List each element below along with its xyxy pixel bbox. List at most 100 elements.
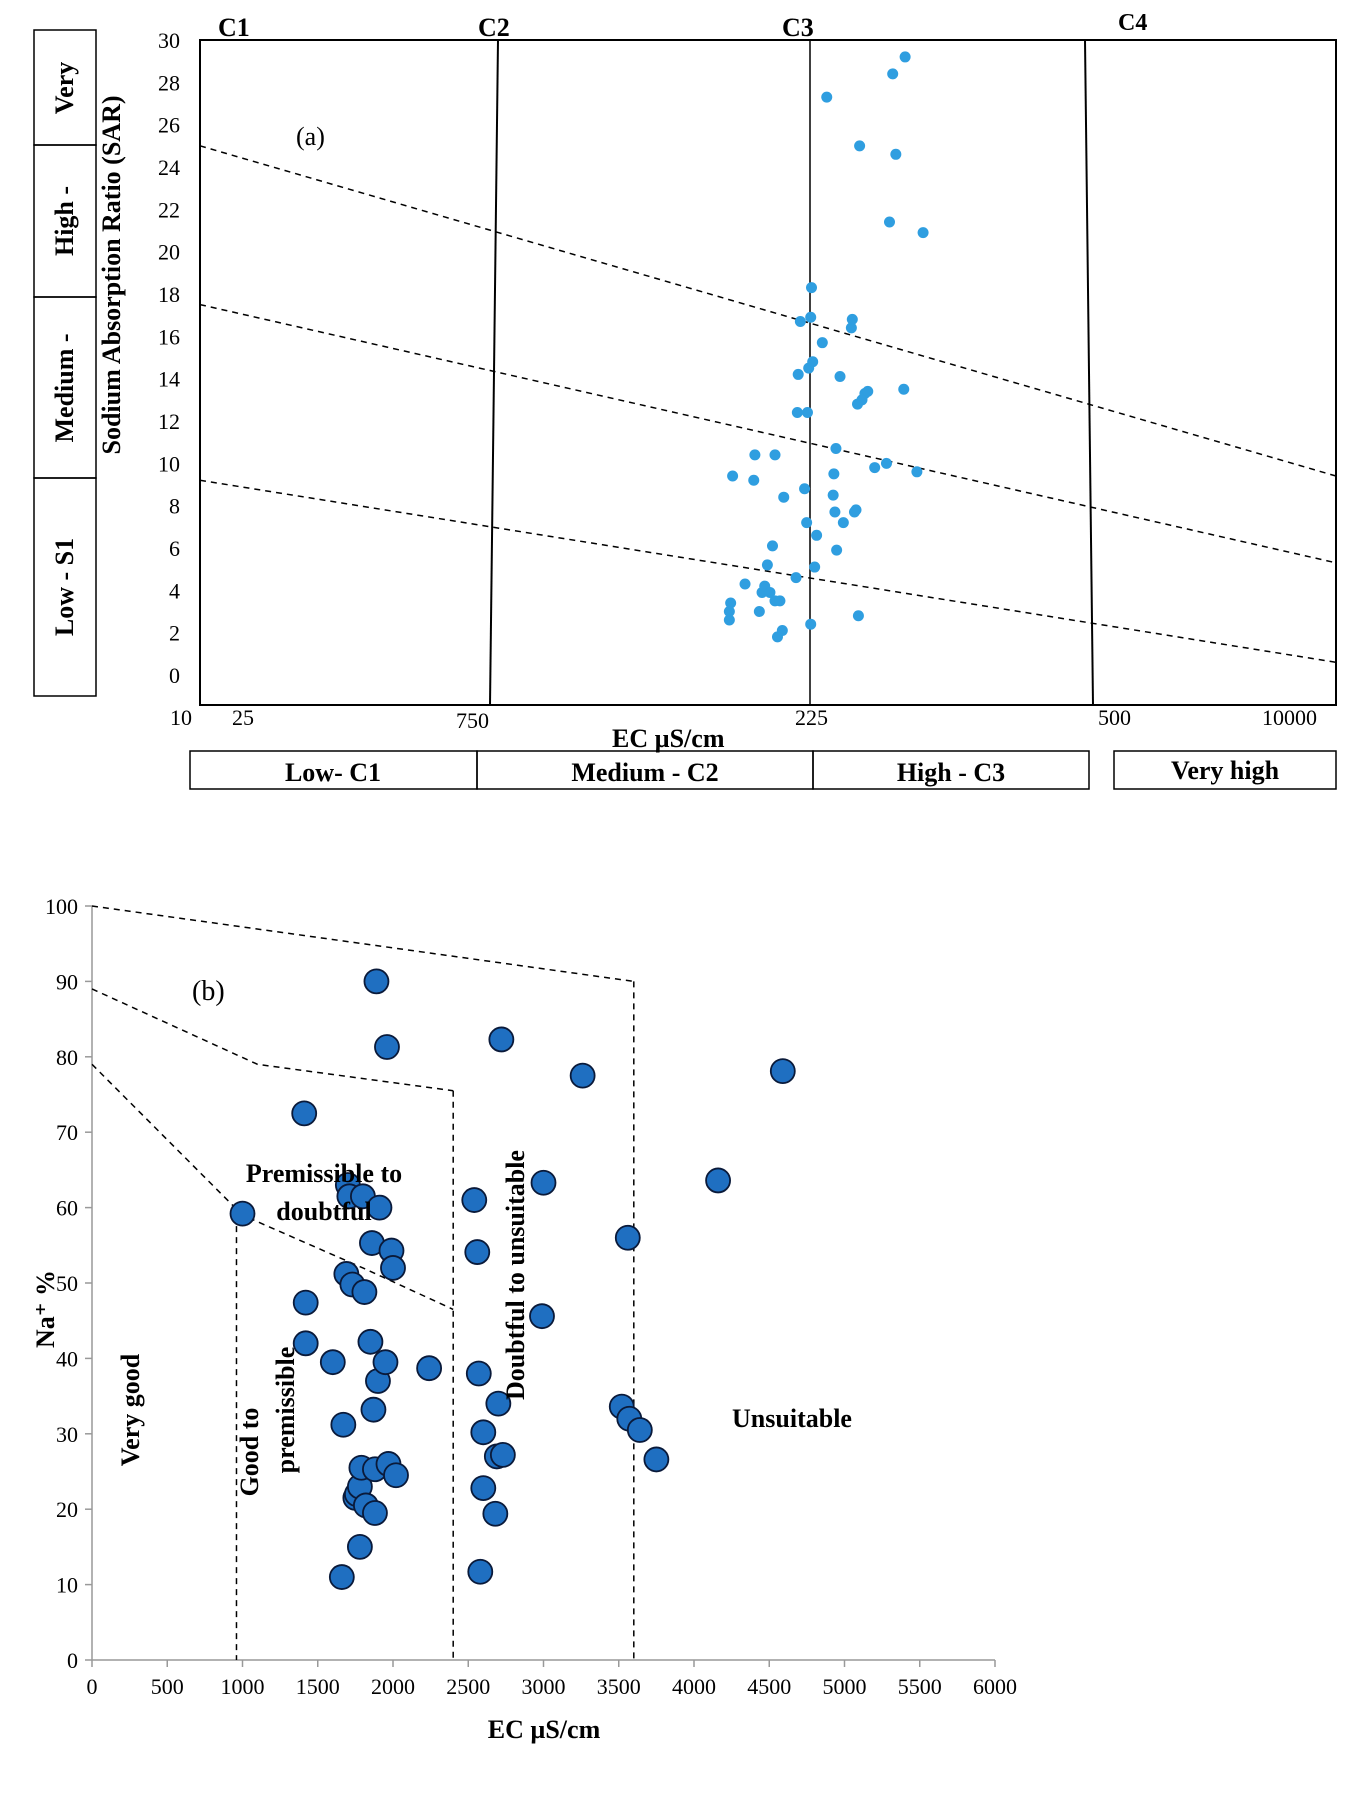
chart-b-point bbox=[485, 1390, 512, 1417]
chart-a-ytick: 14 bbox=[158, 367, 180, 392]
chart-b-ytick: 30 bbox=[56, 1422, 78, 1447]
chart-b-xtick: 4000 bbox=[672, 1674, 716, 1699]
chart-b-point bbox=[470, 1475, 497, 1501]
chart-b-xtick: 5500 bbox=[898, 1674, 942, 1699]
chart-a-point bbox=[749, 449, 761, 461]
chart-b-xtick: 4500 bbox=[747, 1674, 791, 1699]
chart-b-xtick: 2500 bbox=[446, 1674, 490, 1699]
chart-b-boundary-line bbox=[91, 905, 634, 983]
chart-a-salinity-class-medium: Medium - C2 bbox=[571, 758, 718, 787]
chart-b-region-permissible-to-doubtful-2: doubtful bbox=[276, 1197, 371, 1226]
chart-a-point bbox=[834, 371, 846, 383]
chart-a-point bbox=[821, 91, 833, 103]
chart-a-salinity-class-very-high: Very high bbox=[1171, 756, 1280, 785]
chart-b-ytick: 70 bbox=[56, 1120, 78, 1145]
chart-b-point bbox=[330, 1411, 357, 1438]
chart-b-point bbox=[374, 1034, 400, 1060]
chart-b-xtick: 6000 bbox=[973, 1674, 1017, 1699]
chart-b-ytick: 0 bbox=[67, 1648, 78, 1673]
chart-a-point bbox=[845, 322, 857, 334]
chart-b-xtick: 5000 bbox=[823, 1674, 867, 1699]
chart-a-xtick: 500 bbox=[1098, 705, 1131, 730]
chart-b-ytick: 20 bbox=[56, 1497, 78, 1522]
chart-b-point bbox=[461, 1187, 488, 1213]
chart-a-point bbox=[830, 443, 842, 455]
chart-b-point bbox=[705, 1167, 731, 1194]
chart-b-x-ticks: 0 500 1000 1500 2000 2500 3000 3500 4000 4500 5000… bbox=[87, 1660, 1017, 1699]
chart-b-point bbox=[464, 1239, 491, 1265]
chart-a-sodium-class-high: High - bbox=[50, 186, 79, 256]
chart-a-point bbox=[723, 614, 735, 626]
chart-a-point bbox=[799, 483, 811, 495]
chart-b-boundary-line bbox=[91, 1063, 454, 1311]
chart-b-ytick: 10 bbox=[56, 1573, 78, 1598]
chart-a-boundary-line bbox=[199, 303, 1337, 564]
chart-a-class-c3: C3 bbox=[782, 13, 814, 42]
chart-a-point bbox=[723, 606, 735, 617]
chart-b-ytick: 60 bbox=[56, 1196, 78, 1221]
chart-a-point bbox=[761, 559, 773, 571]
chart-a-point bbox=[794, 316, 806, 328]
chart-b-point bbox=[380, 1255, 406, 1281]
chart-b-point bbox=[291, 1100, 318, 1127]
chart-b-point bbox=[769, 1058, 796, 1085]
chart-b-ytick: 50 bbox=[56, 1271, 78, 1296]
chart-a-point bbox=[778, 491, 790, 503]
chart-a-point bbox=[887, 68, 899, 80]
chart-a-ytick: 4 bbox=[169, 578, 180, 603]
chart-b-y-ticks: 0 10 20 30 40 50 60 70 80 90 100 bbox=[45, 894, 92, 1673]
chart-b-x-axis-label: EC µS/cm bbox=[488, 1715, 601, 1744]
chart-b-point bbox=[346, 1534, 373, 1560]
chart-a-point bbox=[801, 517, 813, 529]
chart-a-point bbox=[792, 368, 804, 380]
chart-a-ytick: 28 bbox=[158, 70, 180, 95]
chart-a-point bbox=[837, 517, 849, 529]
chart-b-region-good-to-permissible-2: premissible bbox=[271, 1347, 300, 1474]
chart-a-sodium-class-very: Very bbox=[50, 62, 79, 114]
chart-a-point bbox=[805, 311, 817, 323]
chart-a-point bbox=[880, 457, 892, 469]
chart-a-point bbox=[911, 466, 923, 478]
chart-b-point bbox=[529, 1303, 555, 1330]
chart-b-ytick: 80 bbox=[56, 1045, 78, 1070]
chart-a-ytick: 8 bbox=[169, 494, 180, 519]
chart-a-point bbox=[807, 356, 819, 368]
chart-a-point bbox=[776, 625, 788, 637]
chart-b-point bbox=[292, 1330, 319, 1357]
chart-b-point bbox=[416, 1355, 443, 1382]
chart-a-point bbox=[883, 216, 895, 228]
chart-a-point bbox=[805, 618, 817, 630]
chart-b-point bbox=[229, 1200, 256, 1227]
chart-a-sodium-class-box bbox=[33, 477, 97, 697]
chart-a-ytick: 22 bbox=[158, 197, 180, 222]
chart-a-point bbox=[791, 407, 803, 419]
chart-a-point bbox=[852, 610, 864, 622]
chart-b-ytick: 100 bbox=[45, 894, 78, 919]
chart-a-class-c4: C4 bbox=[1118, 10, 1147, 36]
chart-a-sodium-class-medium: Medium - bbox=[50, 333, 79, 442]
chart-b-point bbox=[614, 1224, 641, 1251]
chart-a-x-axis-label: EC µS/cm bbox=[612, 724, 725, 753]
chart-a-point bbox=[890, 148, 902, 160]
chart-a-point bbox=[831, 544, 843, 556]
chart-a-point bbox=[769, 449, 781, 461]
chart-a-point bbox=[917, 227, 929, 239]
chart-b-panel-label: (b) bbox=[192, 976, 225, 1007]
chart-b-point bbox=[465, 1360, 492, 1387]
chart-a-ytick: 26 bbox=[158, 113, 180, 138]
chart-a-point bbox=[766, 540, 778, 552]
chart-a-salinity-class-box bbox=[812, 750, 1090, 790]
chart-a-ytick: 10 bbox=[158, 451, 180, 476]
chart-a-xtick: 25 bbox=[232, 705, 254, 730]
chart-a-point bbox=[846, 313, 858, 325]
chart-b-xtick: 0 bbox=[87, 1674, 98, 1699]
chart-a-xtick: 750 bbox=[456, 708, 489, 733]
chart-a-point bbox=[850, 504, 862, 516]
chart-a-sodium-boundaries bbox=[199, 145, 1337, 664]
chart-b-point bbox=[362, 1500, 388, 1526]
chart-a-xtick: 10 bbox=[170, 705, 192, 730]
chart-b-xtick: 1000 bbox=[221, 1674, 265, 1699]
chart-a-point bbox=[816, 337, 828, 349]
